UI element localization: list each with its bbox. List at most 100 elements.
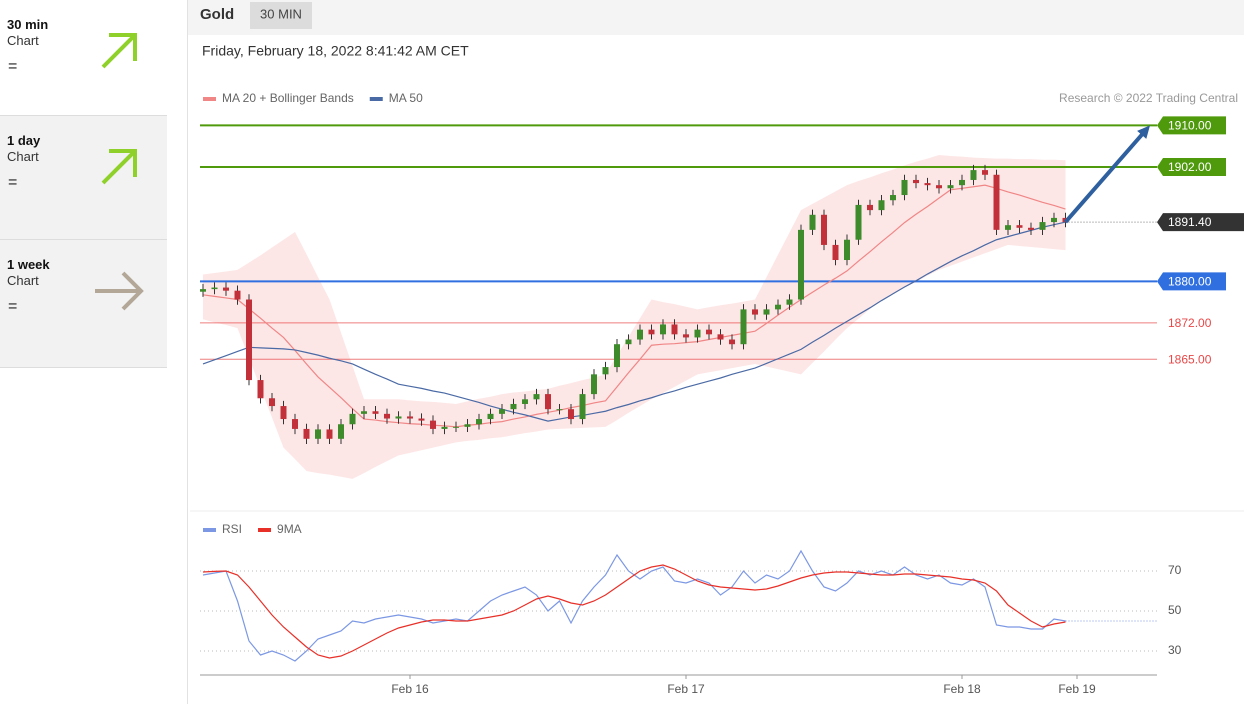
candle-body <box>487 413 494 420</box>
candle-body <box>752 309 758 315</box>
forecast-arrow <box>1063 130 1147 224</box>
candle-body <box>671 324 678 335</box>
candle-body <box>556 409 563 411</box>
level-tag <box>1157 157 1226 176</box>
indicator-line <box>202 549 1066 662</box>
timeframe: 30 MIN <box>260 6 302 21</box>
signal-item[interactable]: 30 min Chart = <box>0 0 167 116</box>
y-tick-label: 30 <box>1168 643 1182 657</box>
legend-label: 9MA <box>277 522 302 536</box>
candle-body <box>1051 217 1057 223</box>
candle-body <box>729 339 735 345</box>
level-tag <box>1157 272 1226 291</box>
signal: = <box>8 174 18 191</box>
candle-body <box>683 334 689 338</box>
y-tick-label: 70 <box>1168 563 1182 577</box>
level-label: 1872.00 <box>1168 316 1212 330</box>
candle-body <box>418 418 425 421</box>
candle-body <box>223 287 229 291</box>
candle-body <box>706 329 712 335</box>
legend-label: MA 50 <box>389 91 423 105</box>
period-label: Chart <box>7 33 39 48</box>
last-price-tag <box>1157 213 1244 232</box>
ma-line <box>202 221 1066 422</box>
indicator-line <box>202 564 1066 659</box>
candle-body <box>292 419 298 429</box>
candle-body <box>257 380 264 399</box>
x-tick-label: Feb 18 <box>943 682 981 696</box>
signal: = <box>8 58 18 75</box>
arrow-icon <box>101 149 137 185</box>
candle-body <box>303 428 310 439</box>
last-price-label: 1891.40 <box>1168 215 1212 229</box>
candle-body <box>568 409 574 420</box>
signal-item[interactable]: 1 week Chart = <box>0 240 167 368</box>
candle-body <box>924 183 931 186</box>
candle-body <box>993 174 1000 230</box>
legend-swatch <box>369 97 383 101</box>
candle-body <box>936 185 942 189</box>
timeframe-button[interactable] <box>250 2 312 29</box>
candle-body <box>1028 227 1034 230</box>
signal-item[interactable]: 1 day Chart = <box>0 116 167 240</box>
candle-body <box>947 185 954 189</box>
candle-body <box>315 429 321 439</box>
candle-body <box>855 204 862 240</box>
candle-body <box>660 324 666 335</box>
candle-body <box>476 419 482 425</box>
candle-body <box>349 413 356 425</box>
candle-body <box>844 239 850 261</box>
x-tick-label: Feb 17 <box>667 682 705 696</box>
candle-body <box>453 426 459 428</box>
candle-body <box>211 287 218 290</box>
candle-body <box>786 299 793 305</box>
credit: Research © 2022 Trading Central <box>1059 91 1238 105</box>
period: 1 week <box>7 257 50 272</box>
signal: = <box>8 298 18 315</box>
candle-body <box>533 394 540 400</box>
candle-body <box>625 339 632 345</box>
period: 30 min <box>7 17 49 32</box>
candle-body <box>361 411 367 414</box>
arrow-icon <box>101 33 137 69</box>
header-bar <box>187 0 1244 35</box>
candle-body <box>545 394 551 410</box>
level-label: 1910.00 <box>1168 119 1212 133</box>
period: 1 day <box>7 133 41 148</box>
level-label: 1902.00 <box>1168 160 1212 174</box>
candle-body <box>694 329 701 338</box>
candle-body <box>280 406 287 420</box>
candle-body <box>775 304 781 310</box>
legend-swatch <box>258 528 272 532</box>
legend-label: RSI <box>222 522 242 536</box>
forecast-arrow-head <box>1137 125 1150 139</box>
candle-body <box>602 367 609 375</box>
candle-body <box>269 398 275 407</box>
level-label: 1865.00 <box>1168 352 1212 366</box>
legend-label: MA 20 + Bollinger Bands <box>222 91 354 105</box>
candle-body <box>464 424 471 427</box>
sidebar: 30 min Chart = 1 day Chart = 1 week Char… <box>0 0 167 368</box>
candle-body <box>384 413 390 419</box>
candle-body <box>591 374 597 395</box>
candle-body <box>913 179 919 184</box>
instrument: Gold <box>200 6 234 23</box>
candle-body <box>1039 222 1046 230</box>
candle-body <box>982 170 988 175</box>
ma-line <box>202 184 1066 428</box>
period-label: Chart <box>7 149 39 164</box>
level-label: 1880.00 <box>1168 274 1212 288</box>
x-tick-label: Feb 16 <box>391 682 429 696</box>
level-tag <box>1157 116 1226 135</box>
candle-body <box>959 179 965 186</box>
bollinger-band <box>203 155 1066 479</box>
candle-body <box>510 403 517 410</box>
candle-body <box>717 334 724 340</box>
candle-body <box>763 309 770 315</box>
arrow-icon <box>95 271 144 311</box>
candle-body <box>407 416 413 419</box>
candle-body <box>372 411 379 414</box>
candle-body <box>809 214 816 230</box>
